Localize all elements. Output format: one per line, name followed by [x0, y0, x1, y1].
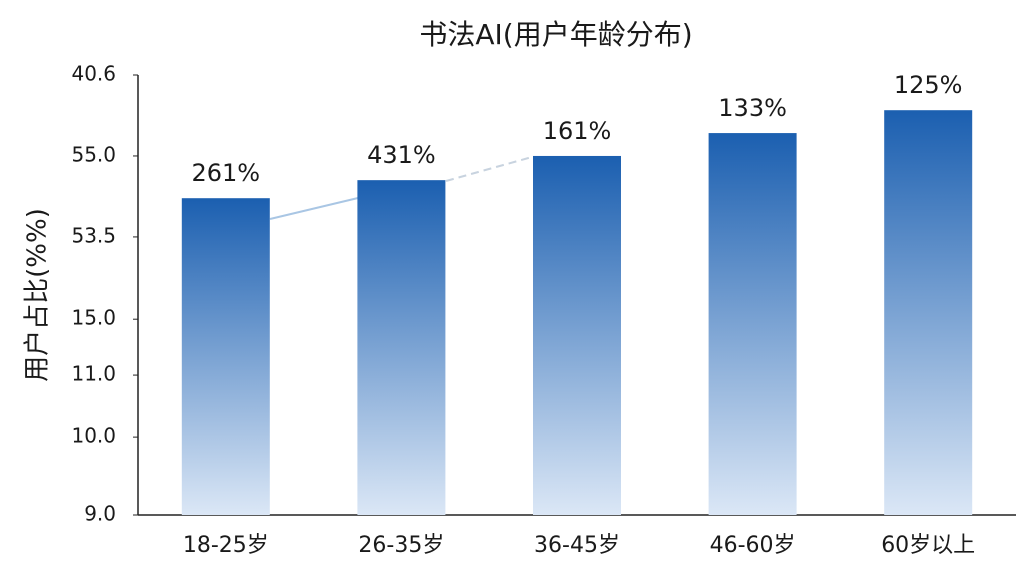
- y-tick-label: 9.0: [84, 502, 116, 526]
- trend-line: [445, 156, 533, 182]
- y-tick-label: 15.0: [71, 306, 116, 330]
- bar: [357, 180, 446, 515]
- x-tick-label: 36-45岁: [534, 533, 620, 558]
- y-tick-label: 55.0: [71, 142, 116, 166]
- data-label: 161%: [543, 117, 612, 145]
- x-tick-label: 26-35岁: [358, 533, 444, 558]
- y-tick-label: 53.5: [71, 223, 116, 247]
- bar: [708, 133, 797, 515]
- data-label: 125%: [894, 71, 963, 99]
- y-tick-label: 40.6: [71, 62, 116, 86]
- trend-line: [269, 197, 359, 220]
- y-tick-label: 10.0: [71, 424, 116, 448]
- y-axis-label: 用户占比(%%): [23, 208, 53, 382]
- bar: [181, 198, 270, 515]
- x-tick-label: 60岁以上: [881, 533, 975, 558]
- bar: [884, 110, 973, 515]
- bar: [533, 155, 621, 515]
- data-label: 261%: [191, 159, 260, 187]
- x-tick-label: 18-25岁: [183, 533, 269, 558]
- data-label: 431%: [367, 141, 436, 169]
- y-tick-label: 11.0: [71, 362, 116, 386]
- chart-title: 书法AI(用户年龄分布): [419, 18, 692, 51]
- x-tick-label: 46-60岁: [710, 533, 796, 558]
- data-label: 133%: [718, 94, 787, 122]
